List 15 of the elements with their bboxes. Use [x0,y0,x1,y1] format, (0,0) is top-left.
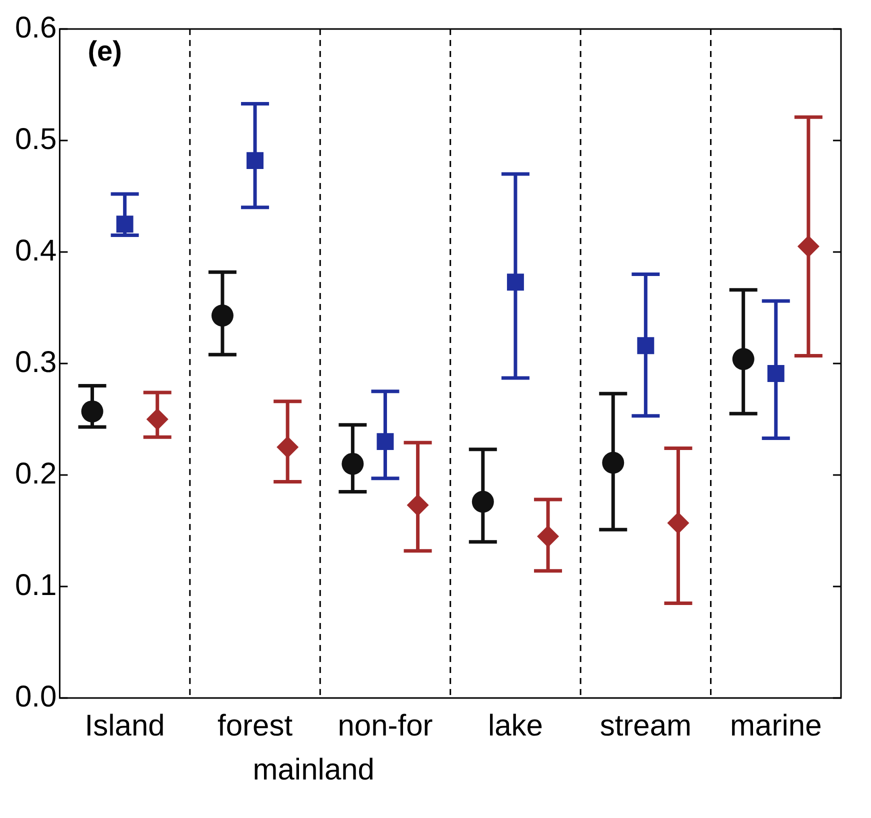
x-tick-label: marine [730,709,822,742]
y-tick-label: 0.2 [14,457,57,490]
y-tick-label: 0.1 [14,568,57,602]
x-tick-label: stream [600,709,692,742]
annotation: (e) [88,36,122,67]
y-tick-label: 0.3 [14,346,57,379]
x-tick-label: lake [488,709,543,742]
y-tick-label: 0.6 [14,11,57,44]
x-tick-label: Island [84,709,165,742]
x-tick-label: non-for [338,709,433,742]
y-tick-label: 0.5 [14,122,57,156]
y-tick-label: 0.0 [14,680,57,714]
y-tick-label: 0.4 [14,234,57,268]
text: mainland [252,753,374,786]
x-tick-label: forest [218,709,294,742]
